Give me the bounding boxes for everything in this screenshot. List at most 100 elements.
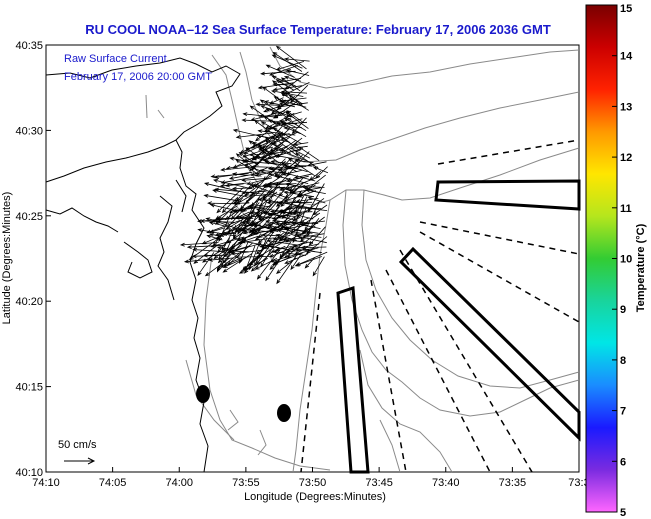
colorbar-tick-label: 8 bbox=[620, 355, 626, 367]
current-vector bbox=[249, 184, 286, 198]
current-vector bbox=[227, 249, 249, 253]
current-vector bbox=[248, 193, 274, 198]
current-vector bbox=[272, 127, 302, 145]
current-vector bbox=[210, 236, 244, 248]
current-vector bbox=[283, 165, 307, 170]
current-vector bbox=[259, 99, 292, 121]
colorbar-label: Temperature (°C) bbox=[635, 223, 647, 312]
current-vector bbox=[250, 191, 277, 196]
current-vector bbox=[266, 239, 301, 246]
current-vector bbox=[234, 255, 271, 259]
y-axis-ticks: 40:35 40:30 40:25 40:20 40:15 40:10 bbox=[15, 40, 51, 479]
x-tick-label: 73:40 bbox=[432, 477, 460, 489]
current-vector bbox=[265, 64, 295, 78]
current-vector bbox=[203, 182, 242, 193]
current-vector bbox=[271, 135, 298, 156]
current-vector bbox=[280, 92, 309, 111]
current-vector bbox=[262, 211, 298, 222]
transect-lines bbox=[336, 179, 581, 474]
current-vector bbox=[225, 215, 250, 230]
x-tick-label: 73:35 bbox=[499, 477, 527, 489]
current-vector bbox=[253, 119, 280, 139]
current-vector bbox=[232, 201, 250, 206]
current-vector bbox=[273, 147, 307, 162]
current-vector bbox=[207, 257, 235, 262]
current-vector bbox=[283, 117, 307, 132]
colorbar-tick-label: 14 bbox=[620, 51, 633, 63]
current-vector bbox=[264, 160, 285, 166]
current-vector bbox=[212, 189, 248, 198]
current-vector bbox=[217, 240, 232, 273]
current-vector bbox=[256, 249, 280, 280]
current-vector bbox=[283, 57, 310, 62]
current-vector bbox=[267, 119, 301, 135]
current-vector bbox=[243, 256, 259, 271]
current-vector bbox=[197, 228, 235, 237]
current-vector bbox=[287, 157, 316, 177]
current-vector bbox=[290, 255, 301, 271]
transect-southeast bbox=[398, 246, 581, 442]
current-vector bbox=[272, 85, 303, 92]
current-vector bbox=[292, 244, 316, 253]
current-vector bbox=[186, 244, 226, 249]
current-vector bbox=[213, 178, 248, 189]
current-vector bbox=[294, 232, 322, 238]
current-vector bbox=[283, 190, 315, 198]
current-vector bbox=[272, 235, 291, 241]
current-vector bbox=[279, 102, 295, 108]
temperature-colorbar bbox=[585, 4, 618, 513]
current-vector bbox=[216, 246, 238, 252]
current-vector bbox=[275, 79, 295, 91]
current-vector bbox=[240, 227, 268, 232]
current-vector bbox=[254, 225, 277, 241]
current-vector bbox=[264, 140, 291, 155]
current-vector bbox=[294, 256, 322, 267]
current-vector bbox=[265, 252, 285, 282]
current-vector bbox=[269, 245, 291, 251]
colorbar-tick-label: 12 bbox=[620, 152, 632, 164]
current-vector bbox=[235, 159, 262, 177]
current-vector bbox=[235, 153, 261, 174]
current-vector bbox=[312, 256, 325, 277]
transect-south bbox=[336, 285, 370, 474]
current-vector bbox=[272, 51, 303, 72]
current-vector bbox=[285, 111, 309, 129]
current-vector bbox=[283, 75, 302, 82]
current-vector bbox=[264, 136, 278, 148]
current-vector bbox=[260, 70, 296, 76]
x-tick-label: 73:3 bbox=[568, 477, 589, 489]
current-vector bbox=[276, 253, 299, 285]
y-tick-label: 40:15 bbox=[15, 382, 43, 394]
colorbar-tick-label: 6 bbox=[620, 456, 626, 468]
x-tick-label: 74:00 bbox=[165, 477, 193, 489]
colorbar-tick-label: 15 bbox=[620, 3, 632, 15]
current-vector bbox=[203, 194, 242, 202]
current-vector bbox=[285, 248, 316, 254]
current-vector bbox=[260, 105, 295, 119]
map-title: RU COOL NOAA–12 Sea Surface Temperature:… bbox=[85, 22, 551, 37]
current-vector bbox=[214, 171, 253, 179]
current-vector bbox=[241, 159, 274, 165]
current-vector bbox=[274, 174, 309, 184]
transect-east bbox=[434, 179, 581, 211]
current-vector bbox=[222, 257, 242, 267]
x-axis-ticks: 74:10 74:05 74:00 73:55 73:50 73:45 73:40 73:35… bbox=[32, 467, 590, 489]
coastline bbox=[45, 57, 241, 473]
current-vector bbox=[245, 147, 266, 162]
current-vector bbox=[268, 224, 301, 234]
x-tick-label: 74:10 bbox=[32, 477, 60, 489]
current-vector bbox=[305, 188, 326, 194]
current-vector bbox=[295, 152, 319, 169]
current-vector bbox=[281, 122, 307, 138]
current-vector bbox=[209, 227, 225, 234]
current-date-label: February 17, 2006 20:00 GMT bbox=[64, 71, 212, 83]
x-axis-label: Longitude (Degrees:Minutes) bbox=[244, 491, 386, 503]
current-vector bbox=[252, 156, 278, 166]
colorbar-ticks: 15 14 13 12 11 10 9 8 7 6 5 bbox=[612, 3, 633, 519]
current-vector bbox=[271, 89, 304, 97]
current-label: Raw Surface Current bbox=[64, 53, 167, 65]
current-vector bbox=[277, 200, 316, 210]
current-vector bbox=[243, 164, 280, 179]
current-vector bbox=[231, 172, 248, 177]
